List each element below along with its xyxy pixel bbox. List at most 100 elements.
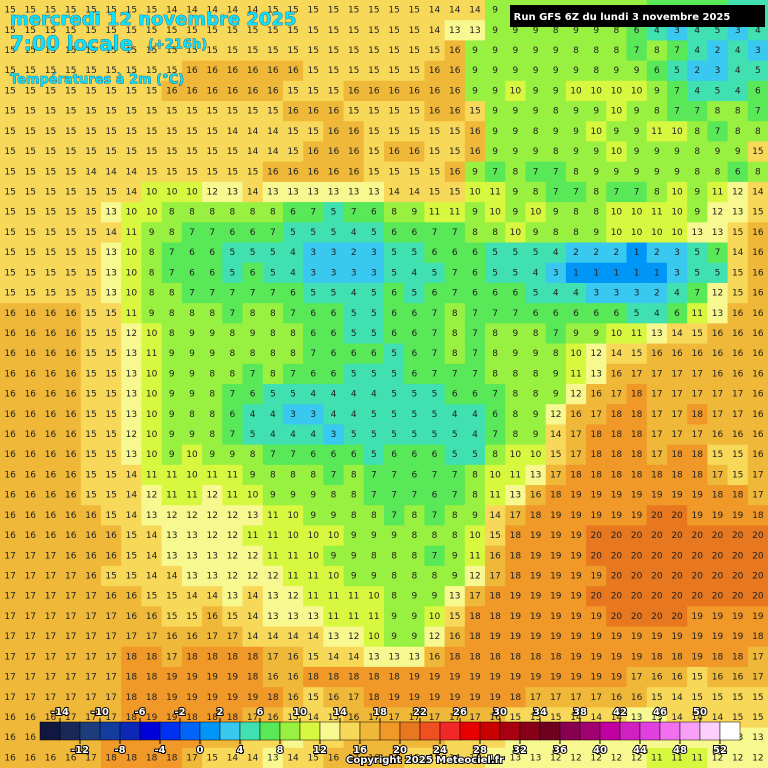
temp-cell <box>0 0 21 21</box>
legend-label: 34 <box>533 707 547 718</box>
temp-cell <box>202 343 223 365</box>
temp-cell <box>20 424 41 446</box>
temp-cell <box>222 343 244 365</box>
temp-value: 15 <box>105 349 116 359</box>
temp-cell <box>565 181 587 203</box>
legend-swatch <box>459 721 481 741</box>
temp-value: 15 <box>45 228 56 238</box>
temp-value: 5 <box>391 349 397 359</box>
temp-value: 17 <box>752 652 763 662</box>
temp-cell <box>80 444 102 466</box>
temp-cell <box>404 303 425 324</box>
temp-cell <box>525 121 547 142</box>
temp-cell <box>262 242 284 264</box>
temp-value: 13 <box>227 188 238 198</box>
temp-cell <box>60 343 82 365</box>
temp-cell <box>424 161 446 183</box>
temp-value: 17 <box>651 369 662 379</box>
temp-cell <box>464 181 486 203</box>
temp-value: 14 <box>247 612 259 622</box>
temp-value: 19 <box>570 551 582 561</box>
temp-value: 8 <box>452 349 458 359</box>
temp-value: 16 <box>4 491 16 501</box>
temp-value: 6 <box>391 329 397 339</box>
temp-value: 15 <box>247 167 258 177</box>
temp-cell <box>565 282 587 304</box>
temp-value: 15 <box>85 208 96 218</box>
temp-value: 9 <box>553 208 559 218</box>
temp-cell <box>60 262 82 284</box>
temp-cell <box>424 20 446 41</box>
temp-value: 16 <box>328 167 340 177</box>
temp-value: 11 <box>651 753 662 763</box>
temp-cell <box>0 303 21 324</box>
temp-cell <box>343 303 365 324</box>
temp-value: 9 <box>513 329 519 339</box>
legend-label: 44 <box>633 745 647 756</box>
temp-cell <box>20 242 41 264</box>
temp-cell <box>505 404 526 425</box>
temp-cell <box>101 202 122 223</box>
temp-cell <box>141 323 163 345</box>
temp-cell <box>545 60 567 82</box>
legend-swatch <box>239 721 261 741</box>
temp-value: 14 <box>671 713 683 723</box>
temp-value: 16 <box>65 369 77 379</box>
temp-value: 8 <box>472 470 478 480</box>
temp-value: 15 <box>287 46 298 56</box>
temp-value: 19 <box>530 592 542 602</box>
temp-value: 7 <box>391 511 397 521</box>
temp-value: 5 <box>331 208 337 218</box>
temp-value: 5 <box>411 430 417 440</box>
temp-value: 5 <box>331 228 337 238</box>
temp-value: 16 <box>752 349 764 359</box>
temp-value: 9 <box>674 167 680 177</box>
temp-value: 16 <box>651 673 663 683</box>
temp-cell <box>646 141 668 163</box>
temp-cell <box>202 121 223 142</box>
temp-value: 17 <box>388 713 399 723</box>
temp-value: 16 <box>449 167 461 177</box>
temp-cell <box>323 202 345 223</box>
temp-value: 10 <box>146 390 158 400</box>
temp-value: 15 <box>388 167 399 177</box>
temp-value: 17 <box>530 693 541 703</box>
temp-value: 5 <box>432 430 438 440</box>
temp-value: 6 <box>573 309 579 319</box>
temp-value: 19 <box>732 511 744 521</box>
temp-value: 13 <box>105 289 116 299</box>
temp-value: 16 <box>45 369 57 379</box>
temp-cell <box>687 323 708 345</box>
temp-value: 16 <box>752 289 764 299</box>
temp-value: 8 <box>533 188 539 198</box>
temp-cell <box>747 161 768 183</box>
temp-value: 17 <box>752 491 763 501</box>
temp-value: 15 <box>206 753 217 763</box>
temp-cell <box>707 202 729 223</box>
temp-cell <box>464 363 486 385</box>
temp-cell <box>444 323 466 345</box>
temp-value: 11 <box>692 309 703 319</box>
temp-value: 20 <box>732 531 744 541</box>
temp-cell <box>525 181 547 203</box>
temp-value: 12 <box>247 551 258 561</box>
temp-value: 9 <box>411 592 417 602</box>
temp-value: 15 <box>752 147 763 157</box>
temp-value: 4 <box>270 410 276 420</box>
temp-cell <box>444 282 466 304</box>
temp-value: 5 <box>411 248 417 258</box>
temp-value: 19 <box>570 572 582 582</box>
temp-value: 18 <box>712 652 724 662</box>
temp-value: 17 <box>25 551 36 561</box>
temp-value: 19 <box>590 632 602 642</box>
temp-cell <box>687 363 708 385</box>
temp-value: 13 <box>247 511 258 521</box>
temp-value: 7 <box>290 369 296 379</box>
temp-value: 4 <box>472 410 478 420</box>
temp-value: 16 <box>409 147 421 157</box>
temp-value: 9 <box>513 127 519 137</box>
temp-value: 7 <box>290 309 296 319</box>
temp-value: 15 <box>368 66 379 76</box>
temp-value: 10 <box>631 228 643 238</box>
temp-cell <box>606 242 628 264</box>
